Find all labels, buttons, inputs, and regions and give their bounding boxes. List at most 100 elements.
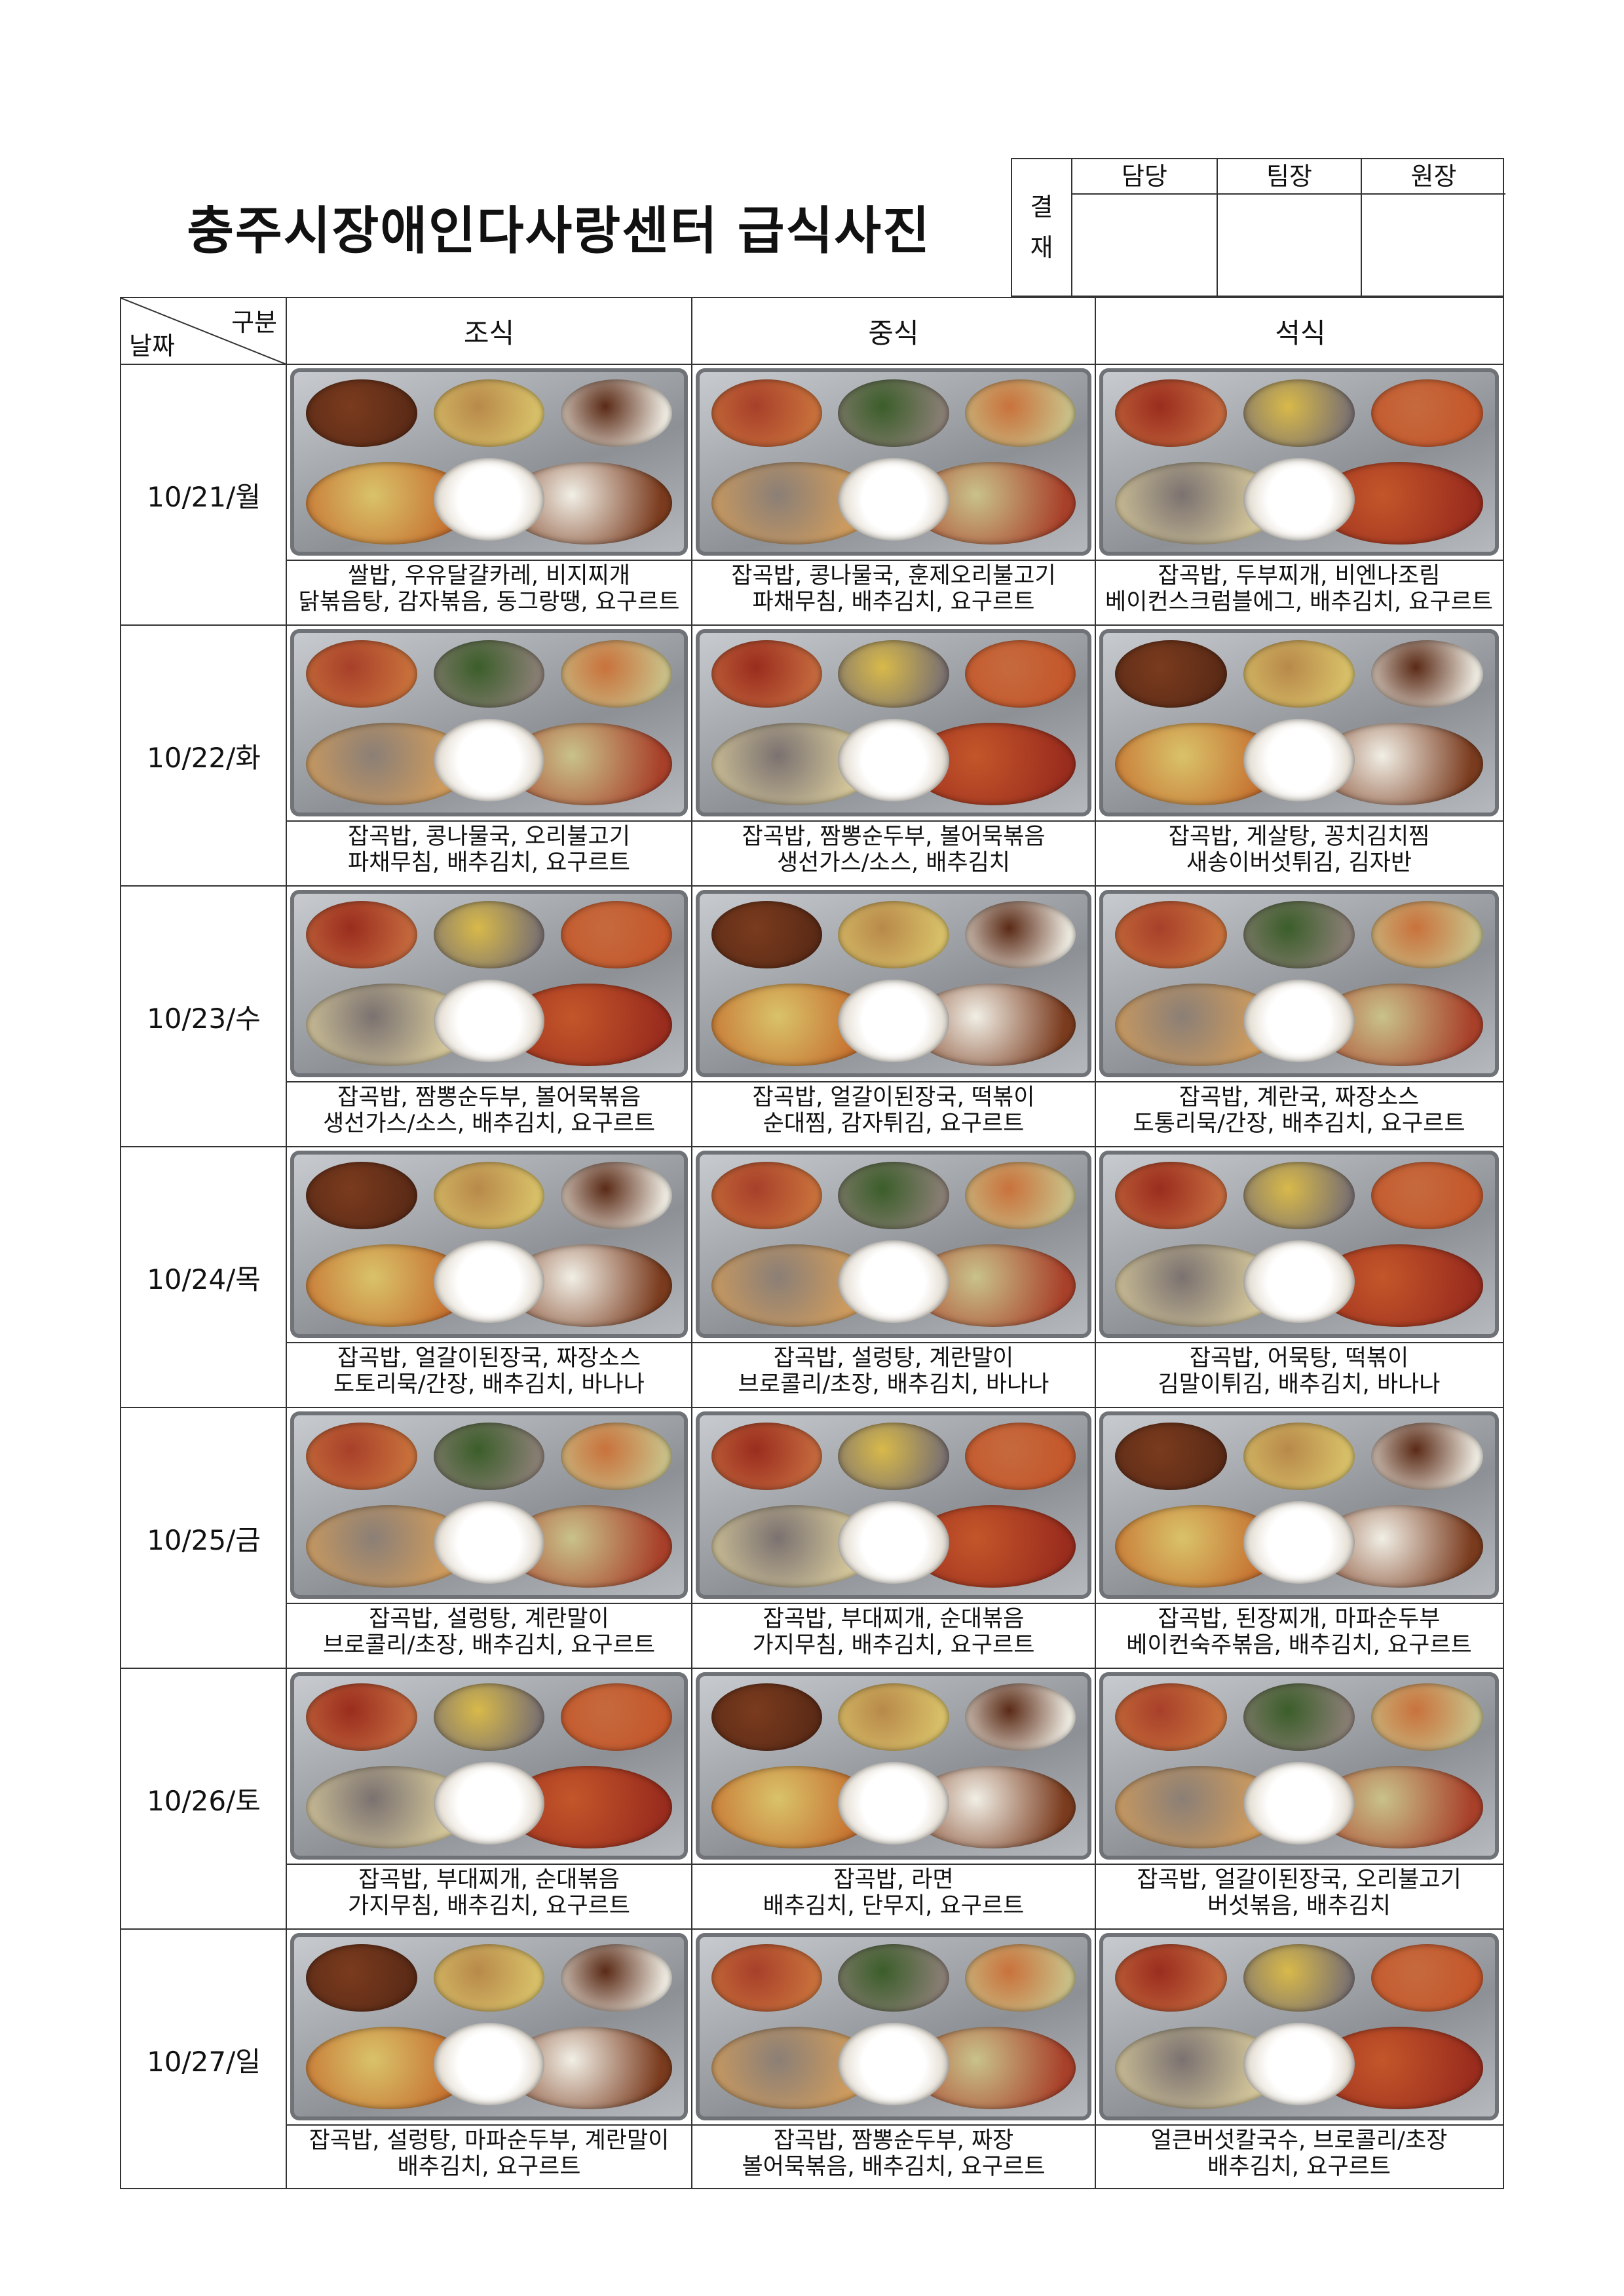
date-cell: 10/25/금 xyxy=(147,1523,261,1556)
menu-caption: 잡곡밥, 얼갈이된장국, 떡볶이 순대찜, 감자튀김, 요구르트 xyxy=(692,1081,1095,1147)
menu-line: 잡곡밥, 얼갈이된장국, 짜장소스 xyxy=(337,1345,641,1371)
menu-caption: 잡곡밥, 부대찌개, 순대볶음 가지무침, 배추김치, 요구르트 xyxy=(692,1603,1095,1668)
food-compartment xyxy=(1115,1944,1228,2012)
menu-line: 잡곡밥, 어묵탕, 떡볶이 xyxy=(1189,1345,1409,1371)
row-divider xyxy=(121,1668,1503,1669)
menu-line: 버섯볶음, 배추김치 xyxy=(1207,1893,1391,1919)
food-compartment xyxy=(560,1162,672,1230)
meal-photo xyxy=(290,368,688,556)
menu-line: 잡곡밥, 얼갈이된장국, 오리불고기 xyxy=(1137,1867,1462,1893)
approval-label-2: 재 xyxy=(1030,233,1053,262)
menu-line: 베이컨스크럼블에그, 배추김치, 요구르트 xyxy=(1105,589,1493,615)
column-divider xyxy=(286,298,287,2188)
corner-header: 구분 날짜 xyxy=(121,298,286,364)
menu-caption: 잡곡밥, 두부찌개, 비엔나조림 베이컨스크럼블에그, 배추김치, 요구르트 xyxy=(1095,560,1503,625)
yogurt-bottle-plate xyxy=(433,1501,545,1584)
column-divider xyxy=(1095,298,1096,2188)
food-compartment xyxy=(964,379,1076,448)
menu-caption: 잡곡밥, 설렁탕, 계란말이 브로콜리/초장, 배추김치, 바나나 xyxy=(692,1342,1095,1407)
food-compartment xyxy=(433,1683,545,1751)
food-compartment xyxy=(306,640,418,708)
menu-caption: 잡곡밥, 된장찌개, 마파순두부 베이컨숙주볶음, 배추김치, 요구르트 xyxy=(1095,1603,1503,1668)
menu-line: 잡곡밥, 콩나물국, 훈제오리불고기 xyxy=(731,563,1056,589)
meal-photo xyxy=(1099,1151,1499,1338)
meal-photo xyxy=(696,629,1091,816)
menu-line: 새송이버섯튀김, 김자반 xyxy=(1186,850,1412,876)
food-compartment xyxy=(1243,901,1355,969)
menu-line: 잡곡밥, 짬뽕순두부, 짜장 xyxy=(773,2128,1014,2154)
yogurt-bottle-plate xyxy=(1243,2023,1355,2106)
yogurt-bottle-plate xyxy=(1243,1762,1355,1845)
yogurt-bottle-plate xyxy=(838,980,949,1063)
approval-col-manager: 담당 xyxy=(1071,159,1217,296)
meal-photo xyxy=(1099,1411,1499,1599)
menu-line: 잡곡밥, 설렁탕, 계란말이 xyxy=(773,1345,1014,1371)
food-compartment xyxy=(1370,1423,1483,1491)
yogurt-bottle-plate xyxy=(1243,1501,1355,1584)
menu-line: 배추김치, 요구르트 xyxy=(1207,2154,1391,2180)
column-divider xyxy=(691,298,692,2188)
menu-caption: 잡곡밥, 콩나물국, 훈제오리불고기 파채무침, 배추김치, 요구르트 xyxy=(692,560,1095,625)
yogurt-bottle-plate xyxy=(838,2023,949,2106)
meal-photo xyxy=(290,1672,688,1860)
food-compartment xyxy=(306,379,418,448)
meal-photo xyxy=(696,1933,1091,2120)
food-compartment xyxy=(711,1944,823,2012)
corner-label-category: 구분 xyxy=(231,308,277,337)
row-divider xyxy=(121,885,1503,887)
menu-line: 잡곡밥, 게살탕, 꽁치김치찜 xyxy=(1168,824,1430,850)
menu-line: 김말이튀김, 배추김치, 바나나 xyxy=(1158,1371,1441,1398)
food-compartment xyxy=(838,1423,949,1491)
menu-line: 잡곡밥, 두부찌개, 비엔나조림 xyxy=(1158,563,1441,589)
menu-line: 파채무침, 배추김치, 요구르트 xyxy=(348,850,630,876)
food-compartment xyxy=(838,1944,949,2012)
approval-label: 결 재 xyxy=(1012,159,1072,296)
food-compartment xyxy=(1370,640,1483,708)
yogurt-bottle-plate xyxy=(433,2023,545,2106)
food-compartment xyxy=(1370,1944,1483,2012)
food-compartment xyxy=(964,901,1076,969)
date-cell: 10/23/수 xyxy=(147,1002,261,1035)
yogurt-bottle-plate xyxy=(433,719,545,802)
row-divider xyxy=(121,624,1503,626)
menu-caption: 잡곡밥, 어묵탕, 떡볶이 김말이튀김, 배추김치, 바나나 xyxy=(1095,1342,1503,1407)
food-compartment xyxy=(433,901,545,969)
food-compartment xyxy=(1115,1683,1228,1751)
food-compartment xyxy=(1370,901,1483,969)
food-compartment xyxy=(711,1162,823,1230)
menu-line: 배추김치, 요구르트 xyxy=(397,2154,581,2180)
meal-photo xyxy=(290,1151,688,1338)
yogurt-bottle-plate xyxy=(433,1240,545,1324)
menu-line: 생선가스/소스, 배추김치 xyxy=(776,850,1011,876)
food-compartment xyxy=(838,379,949,448)
food-compartment xyxy=(838,901,949,969)
menu-line: 쌀밥, 우유달걀카레, 비지찌개 xyxy=(348,563,630,589)
food-compartment xyxy=(1370,379,1483,448)
menu-line: 생선가스/소스, 배추김치, 요구르트 xyxy=(322,1111,656,1137)
food-compartment xyxy=(1243,1944,1355,2012)
menu-line: 도통리묵/간장, 배추김치, 요구르트 xyxy=(1133,1111,1465,1137)
menu-caption: 잡곡밥, 게살탕, 꽁치김치찜 새송이버섯튀김, 김자반 xyxy=(1095,820,1503,886)
menu-line: 순대찜, 감자튀김, 요구르트 xyxy=(763,1111,1025,1137)
date-cell: 10/21/월 xyxy=(147,480,261,513)
menu-line: 잡곡밥, 설렁탕, 마파순두부, 계란말이 xyxy=(309,2128,670,2154)
yogurt-bottle-plate xyxy=(838,1501,949,1584)
food-compartment xyxy=(964,1683,1076,1751)
menu-line: 파채무침, 배추김치, 요구르트 xyxy=(752,589,1035,615)
food-compartment xyxy=(838,640,949,708)
page-title: 충주시장애인다사랑센터 급식사진 xyxy=(187,202,931,261)
meal-photo xyxy=(290,1411,688,1599)
menu-line: 도토리묵/간장, 배추김치, 바나나 xyxy=(333,1371,645,1398)
food-compartment xyxy=(964,1944,1076,2012)
food-compartment xyxy=(838,1162,949,1230)
menu-caption: 잡곡밥, 얼갈이된장국, 오리불고기 버섯볶음, 배추김치 xyxy=(1095,1864,1503,1929)
menu-line: 베이컨숙주볶음, 배추김치, 요구르트 xyxy=(1126,1632,1472,1658)
yogurt-bottle-plate xyxy=(1243,980,1355,1063)
meal-photo-table: 구분 날짜 조식 중식 석식 10/21/월 쌀밥, 우유달걀카레, 비지찌개 닭볶… xyxy=(120,297,1504,2189)
menu-line: 잡곡밥, 라면 xyxy=(833,1867,954,1893)
menu-line: 가지무침, 배추김치, 요구르트 xyxy=(348,1893,630,1919)
meal-photo xyxy=(290,890,688,1077)
menu-line: 잡곡밥, 부대찌개, 순대볶음 xyxy=(358,1867,620,1893)
meal-photo xyxy=(696,890,1091,1077)
approval-col-team-lead: 팀장 xyxy=(1217,159,1361,296)
